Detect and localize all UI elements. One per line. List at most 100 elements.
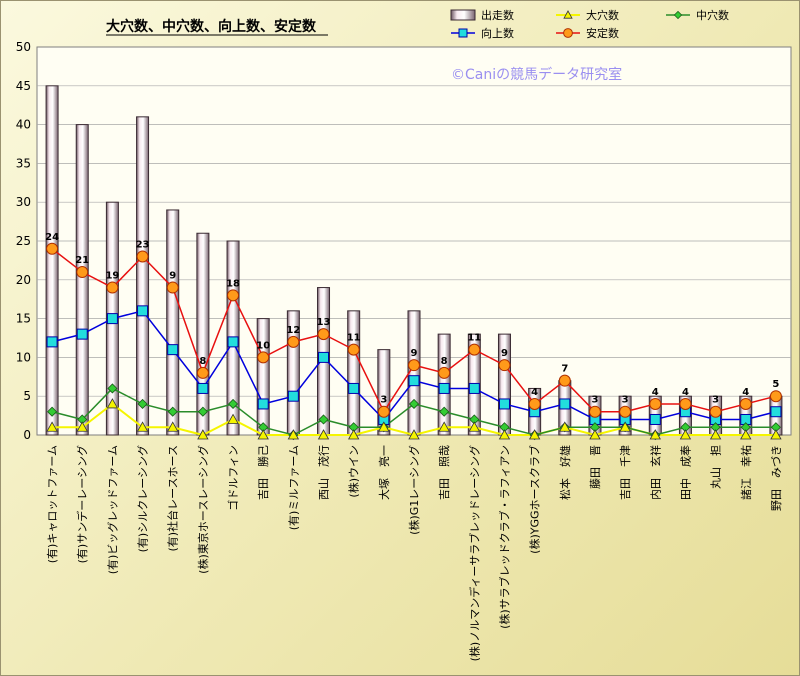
- x-tick-label: 吉田 照哉: [437, 445, 451, 500]
- point-marker: [498, 429, 511, 440]
- bar: [347, 310, 361, 436]
- point-marker: [770, 429, 782, 440]
- point-marker: [106, 281, 119, 294]
- point-marker: [458, 28, 468, 38]
- x-tick-label: (株)ノルマンディーサラブレッドレーシング: [467, 445, 481, 661]
- data-label: 3: [591, 395, 598, 406]
- y-tick-label: 30: [16, 195, 31, 209]
- watermark-text: ©Caniの競馬データ研究室: [451, 66, 622, 83]
- point-marker: [408, 429, 420, 440]
- point-marker: [137, 305, 149, 317]
- point-marker: [167, 406, 178, 417]
- bar: [166, 209, 180, 436]
- point-marker: [563, 28, 573, 38]
- data-label: 18: [226, 278, 240, 289]
- bar: [256, 318, 270, 436]
- point-marker: [468, 421, 480, 432]
- point-marker: [563, 10, 573, 19]
- point-marker: [287, 429, 300, 440]
- point-marker: [769, 390, 782, 403]
- point-marker: [136, 421, 149, 432]
- point-marker: [679, 397, 692, 410]
- data-label: 24: [45, 232, 59, 243]
- point-marker: [619, 421, 631, 432]
- point-marker: [408, 359, 420, 372]
- point-marker: [438, 382, 450, 394]
- y-tick-label: 20: [16, 273, 31, 287]
- x-tick-label: (株)ウイン: [347, 445, 361, 498]
- legend-label: 出走数: [481, 8, 514, 22]
- x-tick-label: 松本 好雄: [558, 445, 572, 500]
- legend-item: 出走数: [450, 8, 514, 22]
- point-marker: [227, 336, 239, 348]
- data-label: 5: [772, 379, 779, 390]
- line-markers: [46, 242, 782, 441]
- x-tick-label: (有)キャロットファーム: [45, 445, 59, 563]
- point-marker: [528, 429, 541, 440]
- x-tick-label: (有)サンデーレーシング: [75, 445, 89, 563]
- point-marker: [227, 398, 239, 410]
- legend-item: 大穴数: [556, 8, 619, 22]
- point-marker: [197, 429, 209, 440]
- point-marker: [649, 397, 662, 410]
- x-tick-label: 大塚 亮一: [377, 445, 391, 500]
- bar: [75, 124, 89, 436]
- point-marker: [106, 398, 119, 409]
- bar: [196, 232, 210, 436]
- data-label: 4: [742, 387, 749, 398]
- x-tick-label: 吉田 勝己: [256, 445, 270, 500]
- point-marker: [227, 289, 240, 302]
- x-tick-label: (有)ミルファーム: [286, 445, 300, 530]
- gridlines: [37, 85, 791, 397]
- point-marker: [257, 351, 270, 364]
- point-marker: [318, 351, 330, 363]
- point-marker: [589, 429, 601, 440]
- data-label: 13: [317, 317, 331, 328]
- point-marker: [76, 421, 88, 432]
- x-tick-label: 吉田 千津: [619, 445, 632, 500]
- point-marker: [197, 382, 209, 394]
- point-marker: [287, 390, 299, 402]
- data-label: 3: [712, 395, 719, 406]
- data-label: 11: [467, 333, 481, 344]
- data-label: 8: [441, 356, 448, 367]
- data-label: 9: [501, 348, 508, 359]
- x-tick-label: ゴドルフィン: [226, 445, 240, 511]
- legend-item: 向上数: [451, 26, 514, 40]
- data-label: 3: [380, 395, 387, 406]
- point-marker: [528, 397, 541, 410]
- point-marker: [498, 398, 510, 410]
- data-label: 4: [682, 387, 689, 398]
- x-tick-label: (株)YGGホースクラブ: [528, 445, 542, 554]
- x-tick-label: 西山 茂行: [317, 445, 331, 500]
- point-marker: [619, 405, 632, 418]
- point-marker: [649, 429, 661, 440]
- point-marker: [588, 405, 601, 418]
- y-axis: 0 5 10 15 20 25 30 35 40 45 50: [16, 40, 31, 442]
- x-tick-label: 田中 成奉: [678, 445, 692, 500]
- point-marker: [559, 398, 571, 410]
- point-marker: [673, 10, 683, 20]
- point-marker: [740, 429, 752, 440]
- point-marker: [197, 406, 208, 417]
- data-label: 23: [136, 240, 150, 251]
- point-marker: [106, 313, 118, 325]
- point-marker: [468, 382, 480, 394]
- data-label: 4: [531, 387, 538, 398]
- point-marker: [46, 336, 58, 348]
- y-tick-label: 10: [16, 350, 31, 364]
- data-label: 4: [652, 387, 659, 398]
- point-marker: [166, 281, 179, 294]
- data-label: 7: [561, 364, 568, 375]
- data-label: 9: [411, 348, 418, 359]
- data-label: 21: [75, 255, 89, 266]
- x-tick-label: (株)サラブレッドクラブ・ラフィアン: [497, 445, 511, 629]
- point-marker: [559, 421, 571, 432]
- point-marker: [709, 405, 722, 418]
- point-marker: [347, 343, 360, 356]
- point-marker: [196, 366, 209, 379]
- point-marker: [137, 398, 148, 410]
- data-label: 12: [286, 325, 300, 336]
- point-marker: [167, 421, 179, 432]
